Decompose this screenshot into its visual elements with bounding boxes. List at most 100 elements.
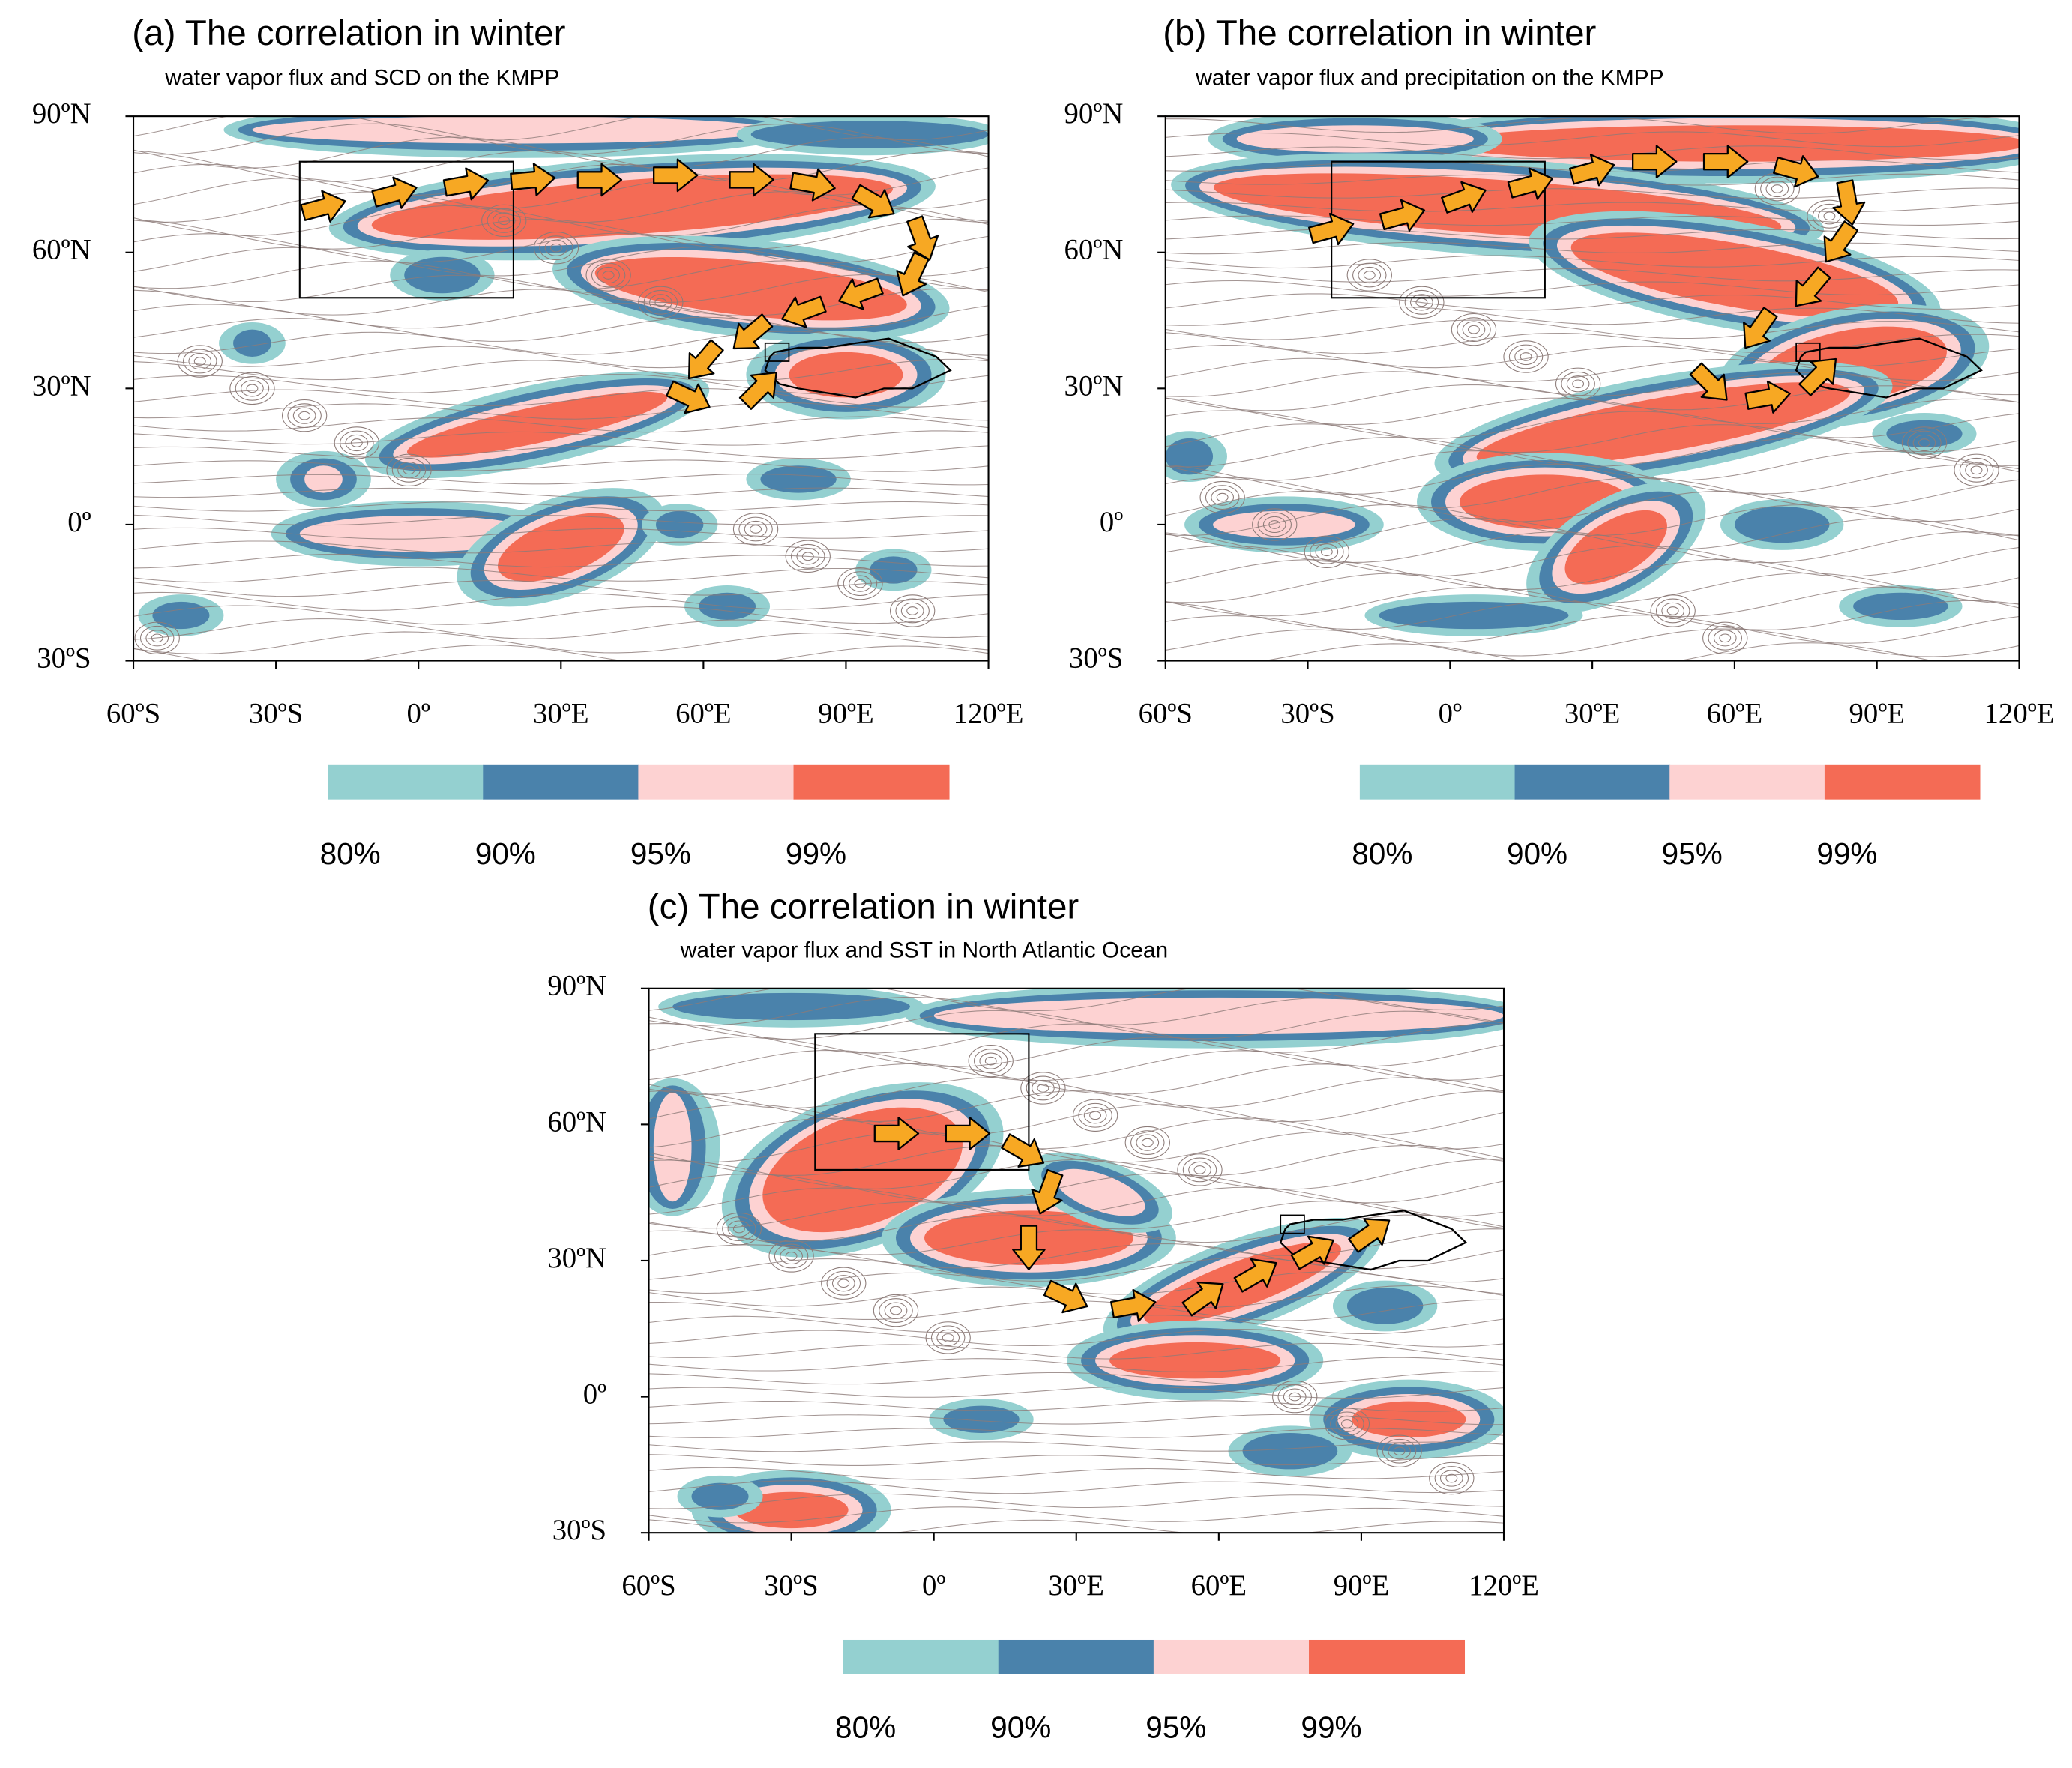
streamline xyxy=(648,1315,1505,1335)
streamline xyxy=(648,1371,1505,1386)
streamline xyxy=(648,1506,1505,1524)
eddy xyxy=(533,232,579,265)
streamline xyxy=(133,163,989,196)
streamline xyxy=(1165,437,2020,468)
streamline xyxy=(1165,215,2020,226)
streamline xyxy=(648,1214,1505,1243)
eddy xyxy=(1083,1107,1107,1124)
significance-shading xyxy=(1213,510,1355,539)
streamline xyxy=(648,1493,1505,1509)
x-tick-label: 30ºS xyxy=(764,1569,818,1602)
significance-shading xyxy=(1236,125,1474,153)
eddy xyxy=(1363,271,1376,280)
streamline xyxy=(1165,280,2020,297)
streamline xyxy=(1165,450,2020,481)
eddy xyxy=(1358,266,1382,284)
eddy xyxy=(1382,1438,1417,1464)
streamline xyxy=(648,1400,1505,1412)
streamline xyxy=(1165,615,2020,644)
streamline xyxy=(1165,423,2020,453)
significance-shading xyxy=(656,510,704,539)
streamline xyxy=(133,618,989,640)
study-box xyxy=(298,160,514,299)
streamline xyxy=(648,1480,1505,1494)
streamline xyxy=(133,514,989,526)
x-tick-label: 30ºE xyxy=(1564,697,1620,729)
eddy xyxy=(1399,286,1445,319)
flow-arrow xyxy=(1181,1281,1224,1317)
eddy xyxy=(1283,1388,1307,1405)
eddy xyxy=(895,598,930,624)
eddy xyxy=(1434,1466,1469,1491)
eddy xyxy=(539,235,573,261)
eddy xyxy=(183,349,217,374)
map-area xyxy=(133,116,989,661)
x-tick-label: 90ºE xyxy=(818,697,873,729)
flow-arrow xyxy=(732,313,774,350)
eddy xyxy=(1315,543,1339,561)
flow-arrow xyxy=(781,295,827,328)
colorbar-segment xyxy=(843,1639,999,1674)
significance-shading xyxy=(933,997,1505,1034)
streamline xyxy=(133,387,989,408)
x-tick-label: 60ºE xyxy=(1191,1569,1247,1602)
eddy xyxy=(298,411,311,420)
streamline xyxy=(133,123,989,155)
eddy xyxy=(1393,1446,1406,1456)
eddy xyxy=(1078,1102,1112,1128)
eddy xyxy=(550,243,562,253)
x-tick-label: 90ºE xyxy=(1849,697,1904,729)
eddy xyxy=(1376,1434,1422,1467)
flow-arrow xyxy=(1743,307,1778,349)
eddy xyxy=(1965,462,1988,479)
eddy xyxy=(906,606,919,615)
colorbar-label: 95% xyxy=(1662,836,1723,871)
streamline xyxy=(133,540,989,554)
eddy xyxy=(246,384,259,393)
eddy xyxy=(1508,344,1544,369)
eddy xyxy=(1346,259,1392,292)
streamline xyxy=(648,1342,1505,1360)
eddy xyxy=(1272,1380,1318,1414)
colorbar-label: 80% xyxy=(835,1710,896,1745)
streamline xyxy=(648,1117,1505,1150)
eddy xyxy=(591,262,626,288)
significance-shading xyxy=(943,1405,1020,1434)
colorbar-label: 90% xyxy=(475,836,536,871)
eddy xyxy=(890,594,936,627)
eddy xyxy=(1561,371,1595,396)
eddy xyxy=(1771,184,1783,193)
eddy xyxy=(287,403,322,429)
eddy xyxy=(1037,1084,1049,1093)
eddy xyxy=(1708,625,1742,651)
streamline xyxy=(1165,173,2020,186)
eddy xyxy=(350,438,363,447)
eddy xyxy=(750,525,762,534)
eddy xyxy=(984,1056,997,1066)
eddy xyxy=(397,462,421,479)
streamline xyxy=(133,430,989,446)
eddy xyxy=(1388,1443,1411,1460)
streamline xyxy=(133,402,989,421)
streamline xyxy=(648,1328,1505,1348)
kmpp-box xyxy=(1280,1214,1305,1234)
eddy xyxy=(1352,262,1387,288)
eddy xyxy=(292,407,316,424)
colorbar-label: 99% xyxy=(786,836,846,871)
eddy xyxy=(791,543,825,569)
streamline xyxy=(648,1386,1505,1399)
significance-shading xyxy=(789,352,903,398)
x-tick-label: 90ºE xyxy=(1334,1569,1389,1602)
eddy xyxy=(732,1224,745,1234)
flow-arrow xyxy=(945,1117,991,1150)
eddy xyxy=(843,571,878,597)
streamline xyxy=(648,1159,1505,1190)
x-tick-label: 60ºS xyxy=(106,697,160,729)
y-tick-label: 90ºN xyxy=(32,97,91,130)
significance-shading xyxy=(734,1491,849,1529)
eddy xyxy=(973,1049,1008,1074)
eddy xyxy=(1193,1165,1206,1174)
eddy xyxy=(544,239,568,256)
flow-arrow xyxy=(838,277,884,310)
y-tick-label: 0º xyxy=(1100,506,1123,538)
